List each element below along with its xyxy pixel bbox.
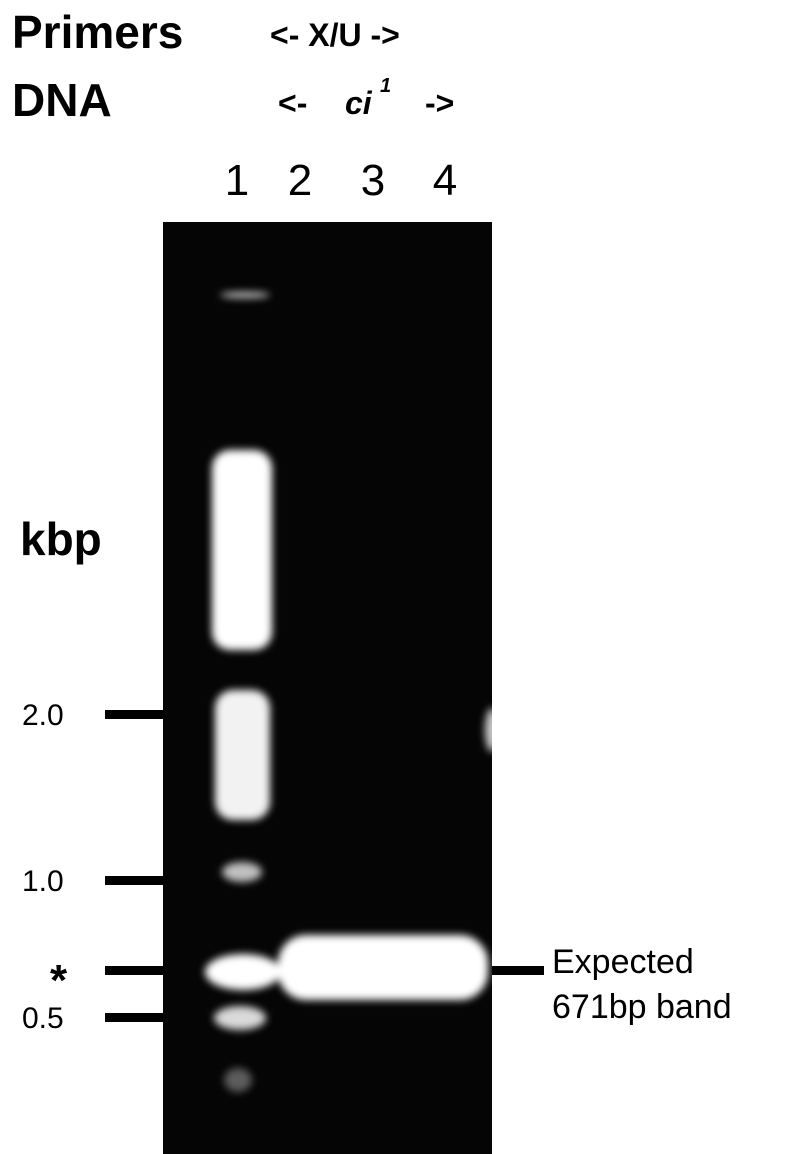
lane-number: 4	[433, 156, 457, 205]
primers-value: <- X/U ->	[270, 17, 400, 53]
gel	[163, 222, 492, 1154]
dna-suffix: ->	[425, 85, 454, 121]
marker-label: 0.5	[22, 1002, 64, 1035]
marker-label: 2.0	[22, 699, 64, 732]
dna-superscript: 1	[380, 75, 391, 97]
marker-label: 1.0	[22, 865, 64, 898]
marker-tick	[105, 710, 163, 719]
figure: Primers <- X/U -> DNA <- ci 1 -> 1 2 3 4…	[0, 0, 790, 1154]
unit-label: kbp	[20, 513, 102, 565]
band	[485, 708, 499, 752]
page: Primers <- X/U -> DNA <- ci 1 -> 1 2 3 4…	[0, 0, 790, 1154]
annotation-text: 671bp band	[552, 988, 732, 1026]
band	[278, 935, 488, 1000]
band	[220, 292, 270, 298]
band	[224, 1068, 252, 1092]
band	[212, 450, 272, 650]
primers-label: Primers	[12, 6, 183, 58]
marker-tick	[105, 966, 163, 975]
marker-label: *	[50, 956, 68, 1005]
dna-label: DNA	[12, 74, 112, 126]
band	[215, 690, 270, 820]
dna-value: ci	[345, 85, 373, 121]
lane-number: 3	[361, 156, 385, 205]
dna-prefix: <-	[278, 85, 307, 121]
lane-number: 2	[288, 156, 312, 205]
band	[222, 862, 262, 882]
band	[205, 954, 281, 990]
annotation-line	[492, 966, 544, 975]
marker-tick	[105, 1013, 163, 1022]
marker-tick	[105, 876, 163, 885]
annotation-text: Expected	[552, 943, 694, 981]
band	[214, 1006, 266, 1030]
lane-number: 1	[225, 156, 249, 205]
